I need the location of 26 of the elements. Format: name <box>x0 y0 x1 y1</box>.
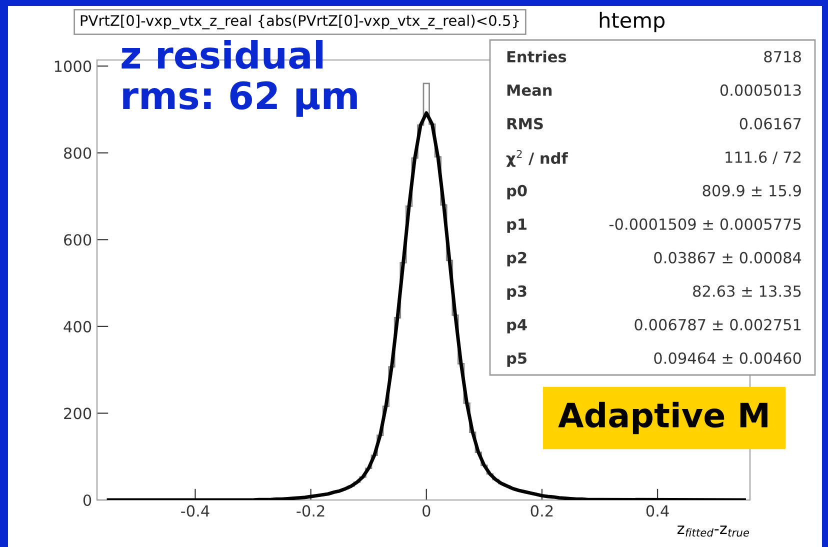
y-tick-label: 200 <box>64 408 92 420</box>
x-tick-label: -0.2 <box>296 505 324 517</box>
x-axis-title: z$_{fitted}$-z$_{true}$ <box>677 526 750 537</box>
text: RMS 0.06167 <box>507 118 801 130</box>
text: χ$^{2}$ / ndf 111.6 / 72 <box>506 150 800 167</box>
text: p2 0.03867 ± 0.00084 <box>507 252 802 266</box>
x-tick-label: 0.2 <box>530 505 553 517</box>
text: Entries 8718 <box>507 50 801 62</box>
text: p4 0.006787 ± 0.002751 <box>507 318 801 334</box>
y-tick-label: 400 <box>64 320 92 332</box>
x-tick-label: -0.4 <box>181 505 210 517</box>
text: p3 82.63 ± 13.35 <box>507 285 801 300</box>
y-tick-label: 0 <box>83 494 92 506</box>
text: Mean 0.0005013 <box>507 84 801 96</box>
text: htemp <box>600 12 665 32</box>
annotation: z residual rms: 62 μm <box>122 40 357 117</box>
text: p1 -0.0001509 ± 0.0005775 <box>507 218 801 233</box>
annotation: Adaptive M <box>558 402 768 434</box>
y-tick-label: 600 <box>64 234 92 246</box>
text: p5 0.09464 ± 0.00460 <box>507 352 801 367</box>
text: p0 809.9 ± 15.9 <box>507 184 801 200</box>
y-tick-label: 800 <box>64 147 92 159</box>
x-tick-label: 0 <box>422 505 430 517</box>
y-tick-label: 1000 <box>54 60 92 72</box>
chart-title: PVrtZ[0]-vxp_vtx_z_real {abs(PVrtZ[0]-vxp_vtx_z_real)<0.5} <box>80 14 519 30</box>
x-tick-label: 0.4 <box>646 505 669 517</box>
